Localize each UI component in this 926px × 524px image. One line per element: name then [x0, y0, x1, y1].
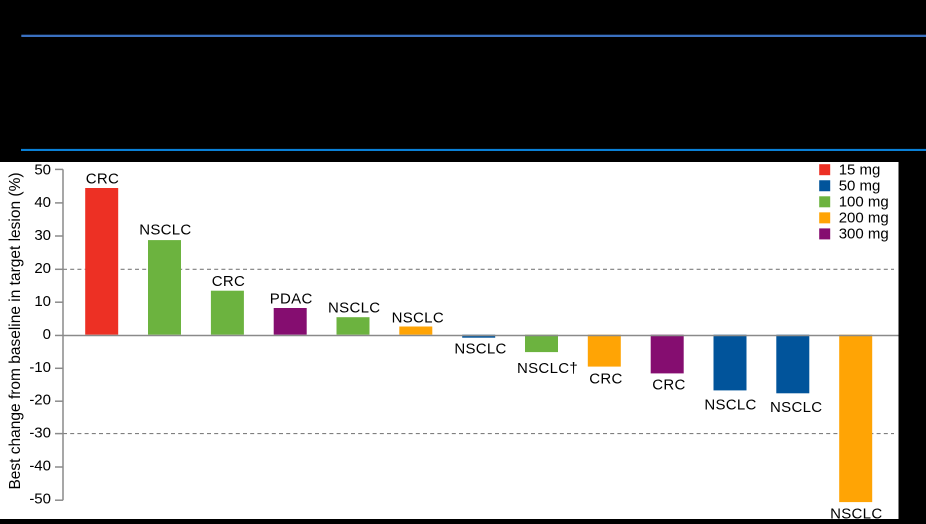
svg-text:NSCLC: NSCLC: [328, 300, 380, 317]
svg-text:NSCLC†: NSCLC†: [517, 360, 578, 377]
svg-text:-40: -40: [29, 458, 51, 475]
svg-text:NSCLC: NSCLC: [454, 340, 506, 357]
svg-text:NSCLC: NSCLC: [139, 222, 191, 239]
svg-text:NSCLC: NSCLC: [830, 506, 882, 519]
svg-text:15 mg: 15 mg: [839, 161, 881, 178]
svg-text:NSCLC: NSCLC: [392, 310, 444, 327]
svg-text:CRC: CRC: [212, 273, 245, 290]
svg-text:CRC: CRC: [652, 376, 685, 393]
svg-text:Best change from baseline in t: Best change from baseline in target lesi…: [7, 172, 24, 489]
svg-text:NSCLC: NSCLC: [704, 397, 756, 414]
svg-text:10: 10: [34, 293, 51, 310]
svg-text:PDAC: PDAC: [270, 290, 313, 307]
svg-text:CRC: CRC: [589, 371, 622, 388]
svg-text:NSCLC: NSCLC: [770, 399, 822, 416]
svg-text:30: 30: [34, 227, 51, 244]
svg-text:-30: -30: [29, 425, 51, 442]
svg-text:100 mg: 100 mg: [839, 193, 889, 210]
svg-text:40: 40: [34, 194, 51, 211]
svg-text:-50: -50: [29, 490, 51, 507]
svg-text:50: 50: [34, 161, 51, 178]
svg-text:50 mg: 50 mg: [839, 177, 881, 194]
svg-text:200 mg: 200 mg: [839, 209, 889, 226]
svg-text:-20: -20: [29, 392, 51, 409]
svg-text:-10: -10: [29, 359, 51, 376]
svg-text:CRC: CRC: [86, 171, 119, 188]
svg-text:0: 0: [43, 326, 51, 343]
svg-text:300 mg: 300 mg: [839, 226, 889, 243]
svg-text:20: 20: [34, 260, 51, 277]
